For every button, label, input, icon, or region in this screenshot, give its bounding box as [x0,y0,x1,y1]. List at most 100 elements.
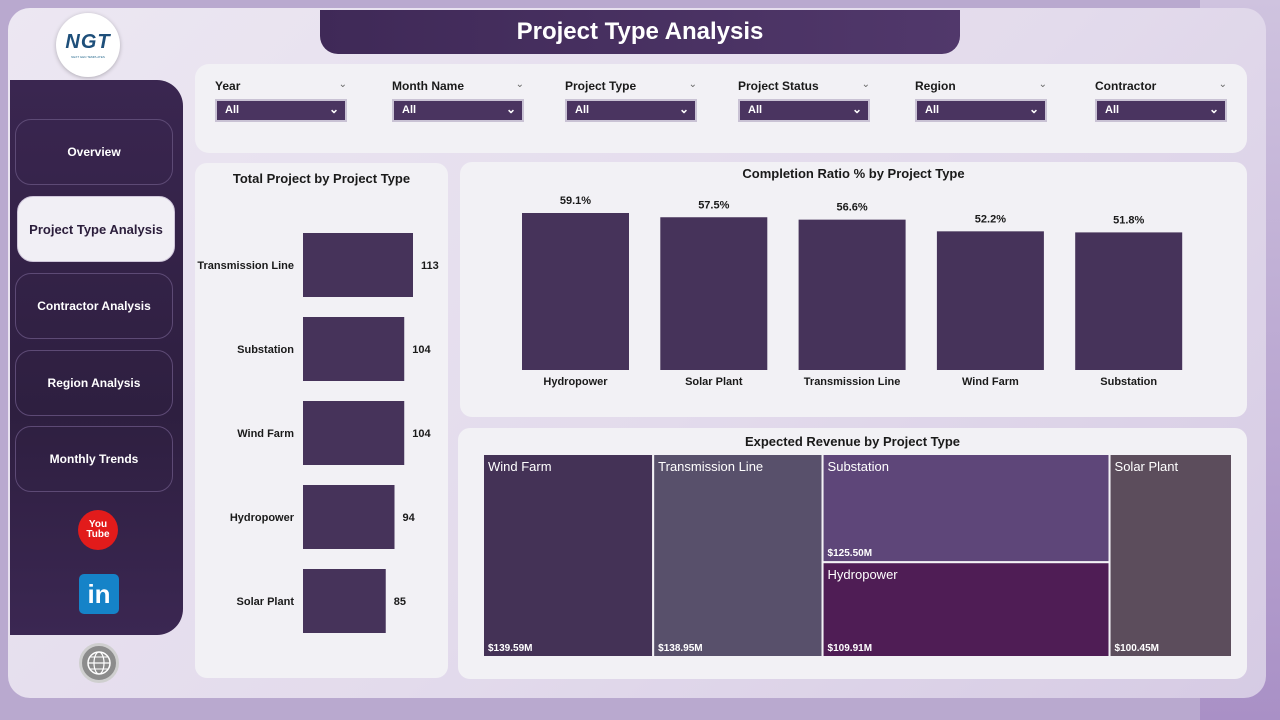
category-label-hydropower: Hydropower [543,376,608,388]
bar-wind-farm[interactable] [936,231,1044,370]
treemap-label-substation: Substation [828,459,889,474]
treemap-tile-transmission-line[interactable] [652,453,824,658]
data-label-substation: 104 [412,344,431,356]
chevron-down-icon: ⌄ [678,102,689,116]
data-label-wind-farm: 104 [412,428,431,440]
chevron-down-icon[interactable]: ⌄ [1218,79,1227,90]
data-label-solar-plant: 57.5% [698,199,729,211]
chevron-down-icon[interactable]: ⌄ [1038,79,1047,90]
chevron-down-icon: ⌄ [505,102,516,116]
treemap-value-hydropower: $109.91M [828,643,872,654]
sidebar: Overview Project Type Analysis Contracto… [10,80,183,635]
slicer-month-value: All [402,104,417,116]
slicer-contractor-value: All [1105,104,1120,116]
bar-solar-plant[interactable] [303,569,386,633]
bar-hydropower[interactable] [522,213,629,370]
category-label-wind-farm: Wind Farm [962,376,1019,388]
data-label-transmission-line: 113 [421,260,439,272]
nav-contractor-analysis[interactable]: Contractor Analysis [15,273,173,339]
slicer-contractor: Contractor ⌄ All ⌄ [1095,79,1227,122]
chevron-down-icon[interactable]: ⌄ [515,79,524,90]
slicer-region-label: Region [915,79,956,93]
treemap-label-solar-plant: Solar Plant [1115,459,1179,474]
bar-substation[interactable] [303,317,405,381]
treemap-tile-solar-plant[interactable] [1108,453,1234,658]
expected-revenue-chart-title: Expected Revenue by Project Type [744,434,961,449]
completion-ratio-chart-panel: Completion Ratio % by Project Type 59.1%… [460,162,1247,417]
treemap-label-transmission-line: Transmission Line [658,459,763,474]
bar-solar-plant[interactable] [660,217,768,370]
category-label-substation: Substation [1100,376,1157,388]
data-label-substation: 51.8% [1113,214,1144,226]
nav-overview[interactable]: Overview [15,119,173,185]
completion-ratio-chart: 59.1% Hydropower 57.5% Solar Plant 56.6% Tran… [522,195,1183,388]
data-label-transmission-line: 56.6% [836,202,867,214]
completion-ratio-chart-title: Completion Ratio % by Project Type [742,166,965,181]
slicer-project-type-value: All [575,104,590,116]
treemap-label-hydropower: Hydropower [828,567,899,582]
treemap-value-substation: $125.50M [828,548,872,559]
category-label-solar-plant: Solar Plant [685,376,743,388]
youtube-icon-text: You Tube [86,519,110,540]
category-label-wind-farm: Wind Farm [237,428,294,440]
website-globe-icon[interactable] [79,643,119,683]
logo-text: NGT [65,31,111,53]
treemap-label-wind-farm: Wind Farm [488,459,552,474]
slicer-region-value: All [925,104,940,116]
category-label-transmission-line: Transmission Line [804,376,901,388]
chevron-down-icon: ⌄ [1208,102,1219,116]
data-label-hydropower: 94 [403,512,416,524]
chevron-down-icon: ⌄ [1028,102,1039,116]
chevron-down-icon: ⌄ [328,102,339,116]
nav-monthly-trends[interactable]: Monthly Trends [15,426,173,492]
treemap-tile-wind-farm[interactable] [482,453,655,658]
bar-wind-farm[interactable] [303,401,405,465]
treemap-value-solar-plant: $100.45M [1115,643,1159,654]
bar-transmission-line[interactable] [303,233,413,297]
total-project-chart: Transmission Line 113 Substation 104 Wind Fa… [197,233,439,633]
bar-transmission-line[interactable] [798,219,906,370]
category-label-transmission-line: Transmission Line [197,260,294,272]
slicer-project-status-label: Project Status [738,79,819,93]
data-label-hydropower: 59.1% [560,195,591,207]
slicer-year-label: Year [215,79,241,93]
category-label-substation: Substation [237,344,294,356]
slicer-year-dropdown[interactable]: All ⌄ [215,99,347,122]
total-project-chart-title: Total Project by Project Type [232,171,411,186]
expected-revenue-chart-panel: Expected Revenue by Project Type Wind Fa… [458,428,1247,679]
slicer-project-status-dropdown[interactable]: All ⌄ [738,99,870,122]
ngt-logo: NGT NEXT GEN TEMPLATES [56,13,120,77]
expected-revenue-treemap: Wind Farm $139.59M Transmission Line $138.9… [482,453,1234,659]
linkedin-icon-text: in [87,578,111,609]
linkedin-icon[interactable]: in [79,574,119,614]
slicer-project-type: Project Type ⌄ All ⌄ [565,79,697,122]
chevron-down-icon: ⌄ [851,102,862,116]
bar-substation[interactable] [1075,232,1183,370]
slicer-region-dropdown[interactable]: All ⌄ [915,99,1047,122]
treemap-value-transmission-line: $138.95M [658,643,702,654]
nav-project-type-analysis[interactable]: Project Type Analysis [17,196,175,262]
data-label-wind-farm: 52.2% [975,213,1006,225]
slicer-contractor-dropdown[interactable]: All ⌄ [1095,99,1227,122]
slicer-contractor-label: Contractor [1095,79,1157,93]
slicer-year-value: All [225,104,240,116]
total-project-chart-panel: Total Project by Project Type Transmissi… [195,163,448,678]
treemap-value-wind-farm: $139.59M [488,643,532,654]
page-title: Project Type Analysis [320,10,960,54]
slicer-year: Year ⌄ All ⌄ [215,79,347,122]
chevron-down-icon[interactable]: ⌄ [861,79,870,90]
slicer-month-name: Month Name ⌄ All ⌄ [392,79,524,122]
slicer-region: Region ⌄ All ⌄ [915,79,1047,122]
slicer-month-dropdown[interactable]: All ⌄ [392,99,524,122]
slicer-project-type-dropdown[interactable]: All ⌄ [565,99,697,122]
slicer-project-status-value: All [748,104,763,116]
bar-hydropower[interactable] [303,485,395,549]
filter-panel: Year ⌄ All ⌄ Month Name ⌄ All ⌄ Project Ty… [195,64,1247,153]
chevron-down-icon[interactable]: ⌄ [338,79,347,90]
slicer-month-label: Month Name [392,79,464,93]
category-label-hydropower: Hydropower [230,512,295,524]
chevron-down-icon[interactable]: ⌄ [688,79,697,90]
nav-region-analysis[interactable]: Region Analysis [15,350,173,416]
youtube-icon[interactable]: You Tube [78,510,118,550]
logo-subtext: NEXT GEN TEMPLATES [71,55,105,59]
